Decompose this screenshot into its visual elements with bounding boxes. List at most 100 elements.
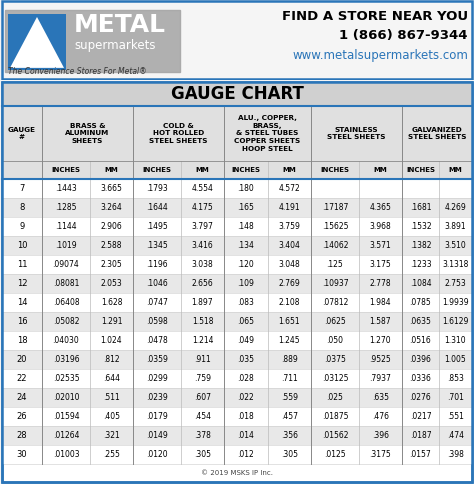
- Text: .0299: .0299: [146, 374, 168, 383]
- Text: .125: .125: [327, 260, 343, 269]
- Text: .028: .028: [237, 374, 255, 383]
- Text: .1233: .1233: [410, 260, 431, 269]
- Text: .711: .711: [281, 374, 298, 383]
- Text: .1345: .1345: [146, 241, 168, 250]
- Text: GAUGE
#: GAUGE #: [8, 126, 36, 140]
- Text: 9: 9: [19, 222, 25, 231]
- Text: MM: MM: [105, 167, 118, 173]
- Text: 2.305: 2.305: [100, 260, 122, 269]
- Text: .0179: .0179: [146, 412, 168, 421]
- Text: .0336: .0336: [410, 374, 431, 383]
- Text: .08081: .08081: [53, 279, 79, 288]
- Text: 12: 12: [17, 279, 27, 288]
- Text: .0157: .0157: [410, 450, 431, 459]
- Text: 1.897: 1.897: [191, 298, 213, 307]
- Text: .025: .025: [327, 393, 344, 402]
- Text: 3.048: 3.048: [279, 260, 301, 269]
- Bar: [2, 274, 472, 293]
- Text: 3.665: 3.665: [100, 184, 122, 193]
- Text: .644: .644: [103, 374, 120, 383]
- Text: 4.554: 4.554: [191, 184, 213, 193]
- Text: 3.797: 3.797: [191, 222, 213, 231]
- Text: 2.053: 2.053: [100, 279, 122, 288]
- Text: .0375: .0375: [324, 355, 346, 364]
- Text: .889: .889: [281, 355, 298, 364]
- Text: .165: .165: [237, 203, 255, 212]
- Text: .1196: .1196: [146, 260, 168, 269]
- Text: .0125: .0125: [324, 450, 346, 459]
- Bar: [2, 407, 472, 426]
- Text: 4.269: 4.269: [445, 203, 466, 212]
- Text: .3175: .3175: [370, 450, 392, 459]
- Text: 1.291: 1.291: [101, 317, 122, 326]
- Text: .134: .134: [237, 241, 255, 250]
- Text: .0187: .0187: [410, 431, 431, 440]
- Text: supermarkets: supermarkets: [74, 39, 155, 52]
- Text: 3.038: 3.038: [191, 260, 213, 269]
- Text: .180: .180: [237, 184, 255, 193]
- Polygon shape: [10, 17, 64, 68]
- Text: .607: .607: [194, 393, 211, 402]
- Text: 26: 26: [17, 412, 27, 421]
- Text: .05082: .05082: [53, 317, 79, 326]
- Text: INCHES: INCHES: [320, 167, 349, 173]
- Text: 2.588: 2.588: [101, 241, 122, 250]
- Text: .012: .012: [237, 450, 255, 459]
- Text: .0516: .0516: [410, 336, 431, 345]
- Bar: [2, 293, 472, 312]
- Text: .109: .109: [237, 279, 255, 288]
- Text: .10937: .10937: [322, 279, 348, 288]
- Text: .083: .083: [237, 298, 255, 307]
- Text: .1793: .1793: [146, 184, 168, 193]
- Text: INCHES: INCHES: [231, 167, 261, 173]
- Text: .01875: .01875: [322, 412, 348, 421]
- Text: .1046: .1046: [146, 279, 168, 288]
- Text: 3.510: 3.510: [445, 241, 466, 250]
- Text: 3.759: 3.759: [279, 222, 301, 231]
- Text: .1644: .1644: [146, 203, 168, 212]
- Text: .559: .559: [281, 393, 298, 402]
- Text: .0120: .0120: [146, 450, 168, 459]
- Text: GAUGE CHART: GAUGE CHART: [171, 85, 303, 103]
- Text: .0149: .0149: [146, 431, 168, 440]
- Text: .049: .049: [237, 336, 255, 345]
- Text: INCHES: INCHES: [52, 167, 81, 173]
- Text: .476: .476: [372, 412, 389, 421]
- Text: 2.769: 2.769: [279, 279, 301, 288]
- Text: 3.404: 3.404: [279, 241, 301, 250]
- Text: 3.175: 3.175: [370, 260, 392, 269]
- Text: .305: .305: [194, 450, 211, 459]
- Text: .02535: .02535: [53, 374, 79, 383]
- Text: 2.656: 2.656: [191, 279, 213, 288]
- Text: .14062: .14062: [322, 241, 348, 250]
- Text: .01264: .01264: [53, 431, 79, 440]
- Text: .0785: .0785: [410, 298, 431, 307]
- Text: MM: MM: [196, 167, 210, 173]
- Text: .07812: .07812: [322, 298, 348, 307]
- Text: 30: 30: [17, 450, 27, 459]
- Text: 1.6129: 1.6129: [442, 317, 469, 326]
- Text: 18: 18: [17, 336, 27, 345]
- Text: COLD &
HOT ROLLED
STEEL SHEETS: COLD & HOT ROLLED STEEL SHEETS: [149, 122, 208, 144]
- Bar: [2, 198, 472, 217]
- Text: .812: .812: [103, 355, 120, 364]
- Text: 3.891: 3.891: [445, 222, 466, 231]
- Text: .02010: .02010: [53, 393, 79, 402]
- Text: MM: MM: [374, 167, 387, 173]
- Text: .1532: .1532: [410, 222, 431, 231]
- Text: .0276: .0276: [410, 393, 431, 402]
- Bar: [2, 255, 472, 274]
- Text: .635: .635: [372, 393, 389, 402]
- Text: .9525: .9525: [370, 355, 392, 364]
- Text: 4.572: 4.572: [279, 184, 301, 193]
- Text: .356: .356: [281, 431, 298, 440]
- Bar: [8, 14, 66, 70]
- Text: The Convenience Stores For Metal®: The Convenience Stores For Metal®: [8, 67, 147, 76]
- Text: .396: .396: [372, 431, 389, 440]
- Text: 1.628: 1.628: [101, 298, 122, 307]
- Text: .0478: .0478: [146, 336, 168, 345]
- Text: .454: .454: [194, 412, 211, 421]
- Text: 3.1318: 3.1318: [442, 260, 469, 269]
- Bar: [2, 82, 472, 106]
- Text: 1.587: 1.587: [370, 317, 392, 326]
